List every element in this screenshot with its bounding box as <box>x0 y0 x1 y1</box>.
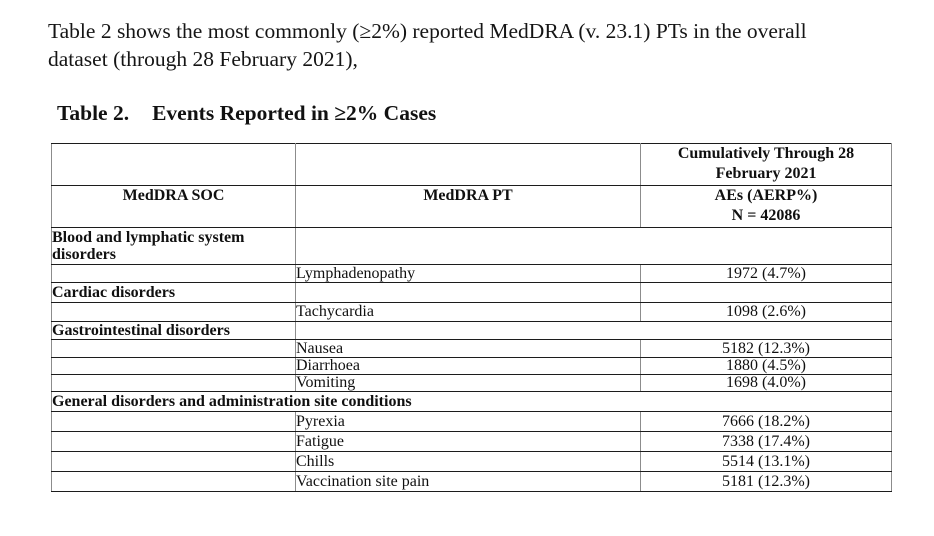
period-line-1: Cumulatively Through 28 <box>677 145 855 162</box>
intro-line-1: Table 2 shows the most commonly (≥2%) re… <box>48 19 807 43</box>
pt-cell: Lymphadenopathy <box>295 264 641 283</box>
table-row-pyrexia: Pyrexia 7666 (18.2%) <box>51 411 892 432</box>
soc-full-width-cell: General disorders and administration sit… <box>51 391 892 412</box>
table-row-diarrhoea: Diarrhoea 1880 (4.5%) <box>51 357 892 375</box>
period-line-2: February 2021 <box>715 165 817 182</box>
pt-cell: Vomiting <box>295 374 641 392</box>
pt-cell: Fatigue <box>295 431 641 452</box>
pt-cell: Pyrexia <box>295 411 641 432</box>
value-cell: 1972 (4.7%) <box>640 264 892 283</box>
table-row-tachycardia: Tachycardia 1098 (2.6%) <box>51 302 892 322</box>
value-cell: 1098 (2.6%) <box>640 302 892 322</box>
table-caption-text: Events Reported in ≥2% Cases <box>152 101 437 125</box>
table-row-fatigue: Fatigue 7338 (17.4%) <box>51 431 892 452</box>
value-cell: 7666 (18.2%) <box>640 411 892 432</box>
header-soc-cell: MedDRA SOC <box>51 185 296 228</box>
empty-span-cell <box>295 227 892 265</box>
empty-pt-cell <box>295 282 641 303</box>
empty-soc-cell <box>51 357 296 375</box>
soc-cell: Gastrointestinal disorders <box>51 321 296 340</box>
table-caption-label: Table 2. <box>57 101 130 125</box>
pt-cell: Chills <box>295 451 641 472</box>
header-row-labels: MedDRA SOC MedDRA PT AEs (AERP%) N = 420… <box>51 185 892 228</box>
empty-soc-cell <box>51 471 296 492</box>
empty-soc-cell <box>51 451 296 472</box>
header-empty-pt-cell <box>295 143 641 186</box>
empty-soc-cell <box>51 264 296 283</box>
header-period-cell: Cumulatively Through 28 February 2021 <box>640 143 892 186</box>
table-caption: Table 2. Events Reported in ≥2% Cases <box>57 101 436 126</box>
value-cell: 5182 (12.3%) <box>640 339 892 358</box>
empty-span-cell <box>295 321 892 340</box>
header-row-period: Cumulatively Through 28 February 2021 <box>51 143 892 186</box>
aes-line-1: AEs (AERP%) <box>714 187 818 204</box>
soc-cell: Blood and lymphatic system disorders <box>51 227 296 265</box>
value-cell: 1880 (4.5%) <box>640 357 892 375</box>
intro-paragraph: Table 2 shows the most commonly (≥2%) re… <box>48 18 807 73</box>
table-row-soc-gastrointestinal: Gastrointestinal disorders <box>51 321 892 340</box>
value-cell: 7338 (17.4%) <box>640 431 892 452</box>
empty-soc-cell <box>51 411 296 432</box>
table-row-nausea: Nausea 5182 (12.3%) <box>51 339 892 358</box>
pt-cell: Nausea <box>295 339 641 358</box>
empty-soc-cell <box>51 302 296 322</box>
pt-cell: Vaccination site pain <box>295 471 641 492</box>
empty-value-cell <box>640 282 892 303</box>
table-row-lymphadenopathy: Lymphadenopathy 1972 (4.7%) <box>51 264 892 283</box>
pt-cell: Diarrhoea <box>295 357 641 375</box>
value-cell: 1698 (4.0%) <box>640 374 892 392</box>
table-row-vomiting: Vomiting 1698 (4.0%) <box>51 374 892 392</box>
header-aes-cell: AEs (AERP%) N = 42086 <box>640 185 892 228</box>
intro-line-2: dataset (through 28 February 2021), <box>48 46 358 71</box>
header-pt-cell: MedDRA PT <box>295 185 641 228</box>
aes-line-2: N = 42086 <box>731 207 801 224</box>
empty-soc-cell <box>51 339 296 358</box>
value-cell: 5514 (13.1%) <box>640 451 892 472</box>
adverse-events-table: Cumulatively Through 28 February 2021 Me… <box>51 143 892 492</box>
soc-cell: Cardiac disorders <box>51 282 296 303</box>
value-cell: 5181 (12.3%) <box>640 471 892 492</box>
empty-soc-cell <box>51 374 296 392</box>
table-row-soc-general: General disorders and administration sit… <box>51 391 892 412</box>
empty-soc-cell <box>51 431 296 452</box>
table-row-soc-blood: Blood and lymphatic system disorders <box>51 227 892 265</box>
pt-cell: Tachycardia <box>295 302 641 322</box>
header-empty-soc-cell <box>51 143 296 186</box>
table-row-chills: Chills 5514 (13.1%) <box>51 451 892 472</box>
table-row-soc-cardiac: Cardiac disorders <box>51 282 892 303</box>
table-row-vaccination-site-pain: Vaccination site pain 5181 (12.3%) <box>51 471 892 492</box>
